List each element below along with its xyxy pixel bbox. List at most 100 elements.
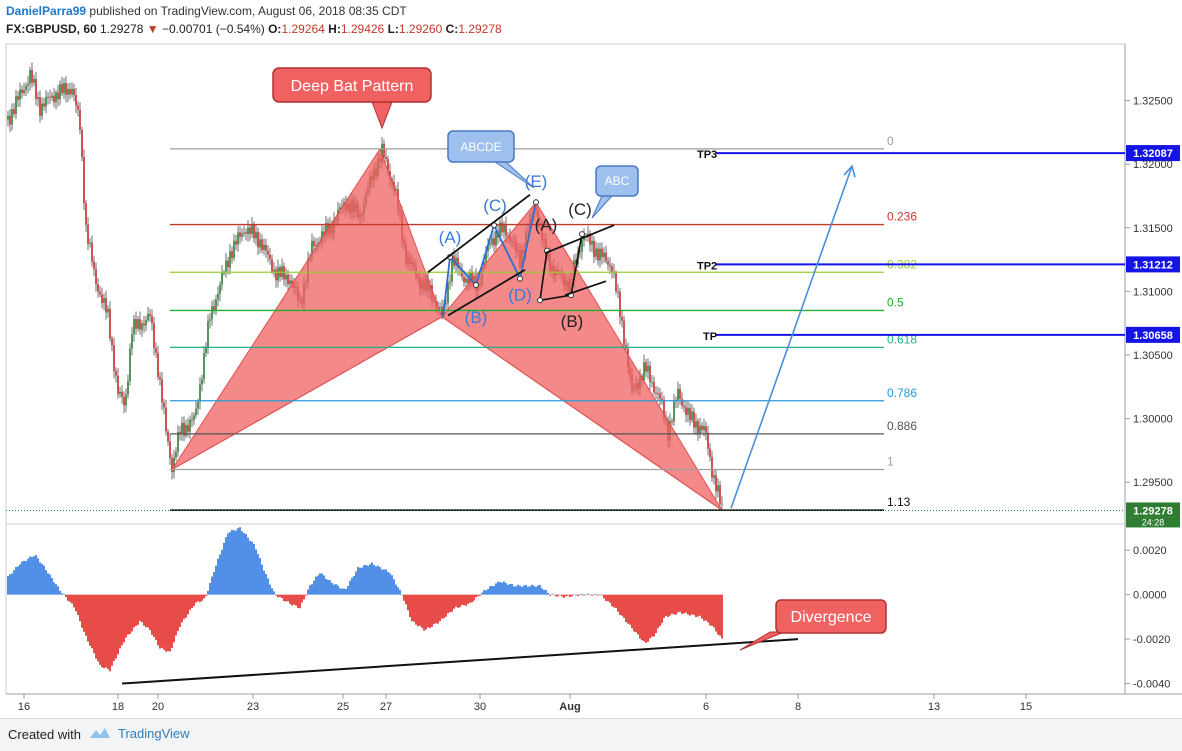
histogram-bar	[371, 562, 373, 595]
histogram-bar	[187, 594, 189, 615]
histogram-bar	[45, 570, 47, 595]
histogram-bar	[81, 594, 83, 628]
histogram-bar	[325, 578, 327, 595]
price-tick-label: 1.30000	[1133, 414, 1173, 426]
histogram-bar	[473, 594, 475, 601]
histogram-bar	[107, 594, 109, 670]
abcde-label: ABCDE	[460, 140, 501, 154]
histogram-bar	[297, 594, 299, 609]
histogram-bar	[113, 594, 115, 661]
histogram-bar	[299, 594, 301, 609]
histogram-bar	[611, 594, 613, 607]
histogram-bar	[353, 575, 355, 595]
histogram-bar	[303, 594, 305, 600]
candle-body	[77, 105, 79, 110]
histogram-bar	[185, 594, 187, 618]
candle-body	[149, 313, 151, 316]
histogram-bar	[95, 594, 97, 659]
histogram-bar	[311, 584, 313, 595]
candle-body	[615, 273, 617, 292]
histogram-bar	[109, 594, 111, 672]
histogram-bar	[477, 594, 479, 597]
histogram-bar	[457, 594, 459, 608]
histogram-bar	[111, 594, 113, 666]
histogram-bar	[365, 564, 367, 595]
histogram-bar	[437, 594, 439, 624]
histogram-bar	[105, 594, 107, 668]
candle-body	[155, 348, 157, 353]
candle-body	[445, 303, 447, 305]
candle-body	[721, 503, 723, 505]
candle-body	[467, 278, 469, 284]
candle-body	[601, 248, 603, 258]
histogram-bar	[629, 594, 631, 625]
histogram-bar	[63, 593, 65, 595]
histogram-bar	[657, 594, 659, 629]
histogram-bar	[99, 594, 101, 665]
histogram-bar	[155, 594, 157, 640]
histogram-bar	[721, 594, 723, 639]
histogram-bar	[705, 594, 707, 621]
histogram-bar	[417, 594, 419, 627]
candle-body	[111, 338, 113, 346]
time-tick-label: 27	[380, 701, 392, 713]
histogram-bar	[475, 594, 477, 598]
candle-body	[447, 282, 449, 304]
candle-body	[277, 267, 279, 281]
histogram-bar	[139, 594, 141, 621]
countdown-tag	[1126, 517, 1180, 528]
histogram-bar	[555, 594, 557, 597]
histogram-bar	[569, 594, 571, 598]
candle-body	[659, 393, 661, 399]
candle-body	[83, 157, 85, 204]
histogram-bar	[149, 594, 151, 631]
histogram-bar	[647, 594, 649, 642]
symbol-label[interactable]: FX:GBPUSD, 60	[6, 22, 97, 36]
candle-body	[313, 240, 315, 246]
histogram-bar	[459, 594, 461, 608]
candle-body	[191, 419, 193, 421]
histogram-bar	[523, 585, 525, 595]
histogram-bar	[443, 594, 445, 619]
histogram-bar	[667, 594, 669, 618]
candle-body	[169, 441, 171, 459]
histogram-bar	[173, 594, 175, 643]
histogram-bar	[37, 558, 39, 595]
candle-body	[599, 248, 601, 261]
candle-body	[471, 272, 473, 284]
histogram-bar	[535, 586, 537, 595]
candle-body	[141, 323, 143, 330]
candle-body	[691, 411, 693, 421]
histogram-bar	[199, 594, 201, 603]
histogram-bar	[247, 537, 249, 595]
candle-body	[73, 88, 75, 96]
fib-level-label: 0.236	[887, 210, 917, 224]
histogram-bar	[35, 555, 37, 595]
candle-body	[595, 248, 597, 257]
histogram-bar	[395, 584, 397, 595]
candle-body	[229, 251, 231, 268]
candle-body	[165, 407, 167, 432]
tradingview-link[interactable]: TradingView	[88, 725, 190, 741]
high-label: H:	[328, 22, 341, 36]
candle-body	[13, 109, 15, 115]
histogram-bar	[103, 594, 105, 669]
histogram-bar	[229, 532, 231, 595]
histogram-bar	[355, 571, 357, 595]
histogram-bar	[619, 594, 621, 615]
histogram-bar	[239, 527, 241, 595]
candle-body	[275, 269, 277, 281]
histogram-bar	[517, 584, 519, 595]
candle-body	[461, 269, 463, 277]
candle-body	[491, 238, 493, 244]
author-link[interactable]: DanielParra99	[6, 4, 87, 18]
histogram-bar	[219, 554, 221, 595]
target-lines: TP3 1.32087 TP2 1.31212 TP 1.30658 1.2927824:2…	[6, 145, 1180, 528]
candle-body	[109, 308, 111, 339]
histogram-bar	[537, 585, 539, 595]
candle-body	[259, 239, 261, 248]
osc-tick-label: -0.0040	[1133, 679, 1170, 691]
histogram-bar	[415, 594, 417, 625]
histogram-bar	[663, 594, 665, 618]
